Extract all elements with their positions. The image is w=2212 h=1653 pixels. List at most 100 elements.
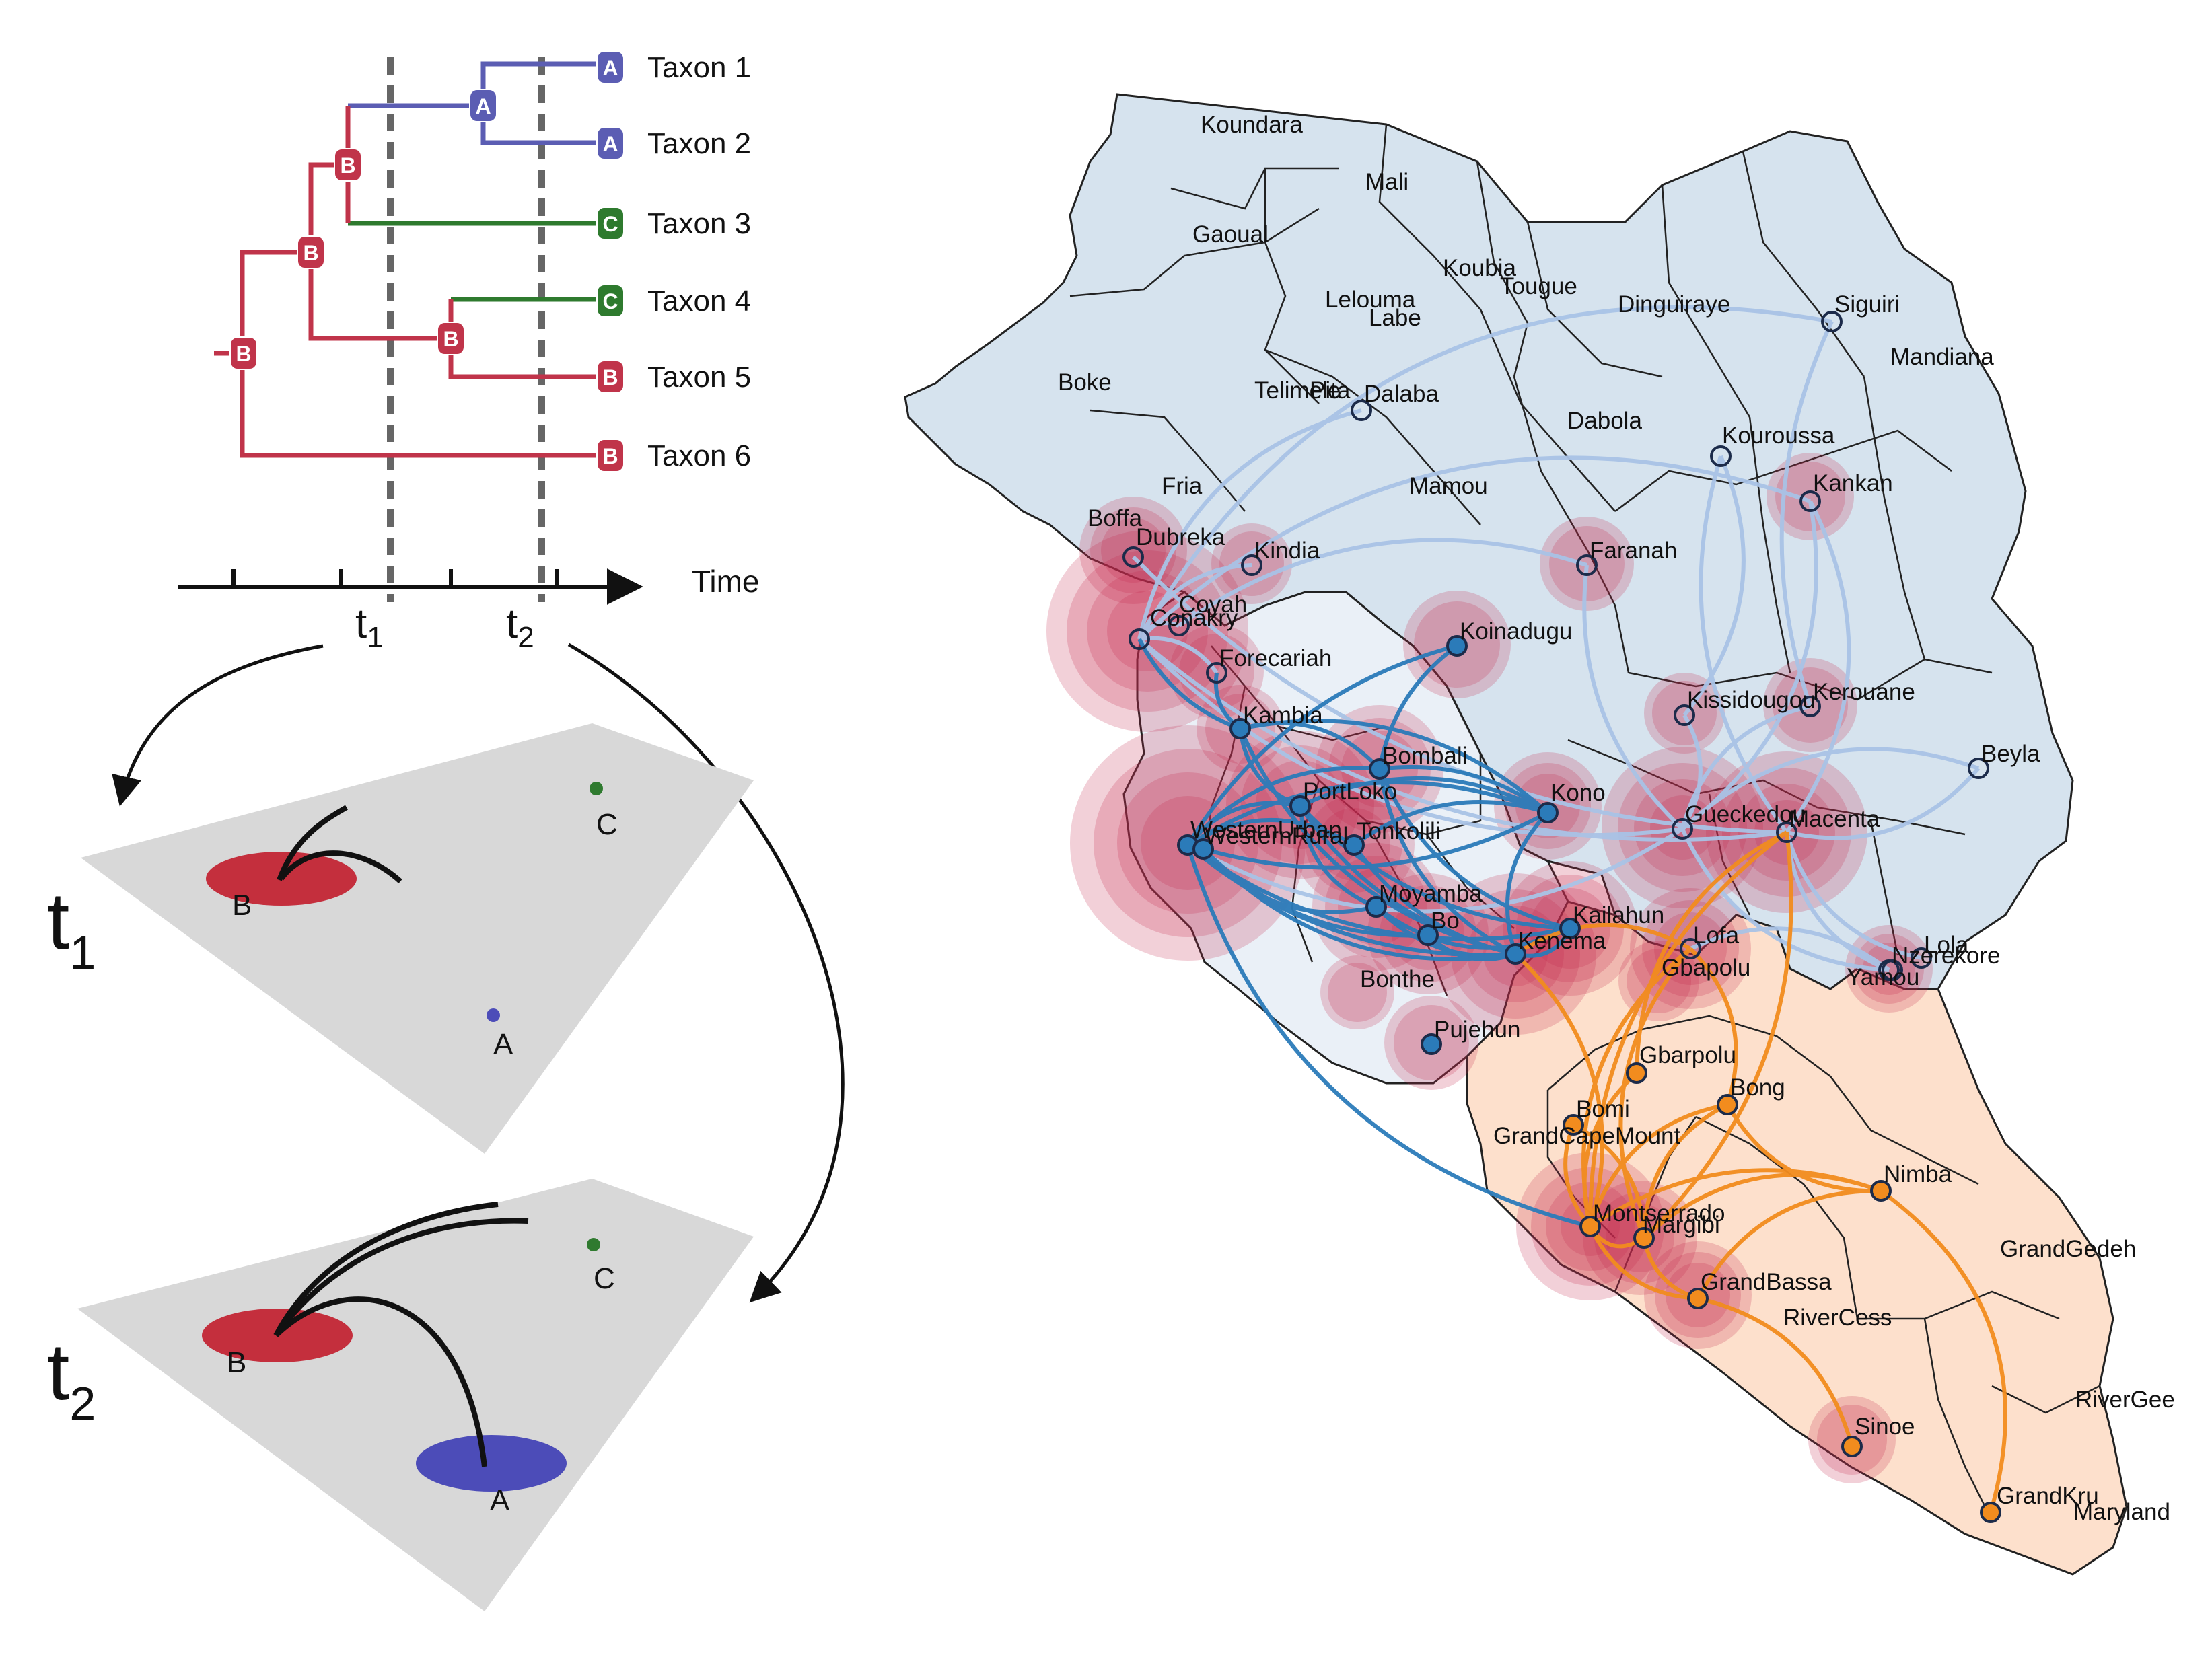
transmission-arc [1186,644,1458,846]
tip-badge-1: A [596,50,625,84]
internal-node-badge-box [334,148,362,182]
transmission-arc [1680,714,1703,830]
panel-t2-place-c-label: C [594,1262,615,1295]
map-label: Bomi [1576,1096,1630,1122]
transmission-arc [1378,644,1458,770]
map-label: Labe [1369,305,1421,331]
location-marker [1687,1288,1709,1309]
panel-t2-place-c-dot [587,1238,600,1251]
map-label: Mali [1365,169,1408,195]
map-label: GrandBassa [1701,1269,1832,1295]
map-label: Lelouma [1325,287,1416,313]
map-label: Bombali [1382,743,1467,769]
map-label: Mandiana [1890,344,1994,370]
case-circle [1775,462,1845,531]
map-label: Telimele [1254,377,1341,404]
case-circle [1211,523,1292,604]
panel-t1-plane [81,723,754,1154]
map-label: Yamou [1847,964,1919,990]
map-label: Kankan [1813,470,1893,497]
tip-badge-5: B [596,360,625,394]
map-label: Kambia [1243,702,1323,729]
transmission-arc [1378,768,1571,930]
transmission-arc [1137,621,1180,640]
map-label: Koundara [1201,112,1303,138]
location-marker [1821,311,1843,332]
transmission-arc [1238,727,1516,956]
panel-t2-lineage-arc [273,1202,499,1337]
location-marker [1129,628,1150,650]
location-marker [1680,938,1701,959]
location-marker [1717,1094,1738,1115]
transmission-arc [1186,801,1301,846]
location-marker [1911,947,1932,969]
map-label: GrandCapeMount [1493,1123,1680,1149]
internal-node-badge: B [334,148,362,182]
map-label: PortLoko [1303,778,1397,805]
case-circle [1219,531,1284,596]
panel-t1-place-a-dot [487,1008,500,1022]
transmission-arc [1299,776,1549,815]
tip-badge-3-letter: C [602,212,618,236]
map-label: Sinoe [1855,1413,1915,1440]
map-label: Faranah [1590,538,1677,564]
tip-badge-5-box [596,360,625,394]
map-label: Kenema [1518,928,1606,954]
transmission-arc [1514,922,1692,956]
transmission-arc [1725,1103,1882,1193]
location-marker [1870,1180,1892,1202]
t1-label: t1 [355,601,384,654]
map-label: GrandGedeh [2000,1236,2136,1262]
tip-badge-2-box [596,126,625,160]
map-label: Macenta [1789,806,1880,832]
transmission-arc [1513,952,1604,1227]
transmission-arc [1131,555,1787,834]
internal-node-badge-box [469,89,497,122]
panel-t1-place-c-dot [590,782,603,795]
internal-node-badge-letter: B [443,327,458,351]
transmission-arc [1681,501,1818,831]
map-label: Gaoual [1192,221,1269,248]
map-label: Siguiri [1834,291,1900,318]
location-marker [1168,615,1190,636]
map-label: Bong [1730,1074,1785,1101]
panel-t2-place-a-label: A [490,1484,510,1517]
location-marker [1633,1227,1655,1249]
internal-node-badge-letter: B [340,153,355,178]
panel-t1-lineage-arc [277,805,349,881]
map-label: Gbarpolu [1639,1042,1736,1068]
internal-node-badge-letter: A [475,94,491,118]
transmission-arc [1786,767,1981,840]
location-marker [1576,554,1598,576]
transmission-arc [1137,305,1832,640]
internal-node-badge-box [437,322,465,355]
location-markers [1122,311,2001,1523]
map-label: Lola [1924,932,1969,958]
transmission-arc [1785,500,1851,834]
internal-node-badge-letter: B [236,342,251,366]
map-label: Koinadugu [1460,618,1572,645]
transmission-arc [1298,805,1378,909]
panel-t2-title: t2 [47,1327,96,1430]
location-marker [1229,718,1251,739]
transmission-arc [1785,832,1922,960]
transmission-arc [1642,832,1793,1240]
location-marker [1421,1033,1442,1055]
transmission-arc [1588,1225,1699,1300]
transmission-arc [1682,455,1746,717]
panel-t2-lineage-arc [273,1218,529,1337]
tip-badge-2: A [596,126,625,160]
taxon-label-6: Taxon 6 [647,439,751,472]
transmission-arc [1688,947,1738,1105]
internal-node-badge-box [297,235,325,269]
time-axis-label: Time [692,564,760,599]
tip-badge-4: C [596,284,625,318]
arrow-to-t2 [567,642,845,1303]
map-label: Kailahun [1573,902,1664,928]
internal-node-badge: A [469,89,497,122]
tip-badge-1-box [596,50,625,84]
panel-t2: B C A t2 [47,1179,754,1611]
tip-badge-6-letter: B [602,444,618,468]
transmission-arc [1582,564,1684,831]
taxon-label-1: Taxon 1 [647,51,751,84]
